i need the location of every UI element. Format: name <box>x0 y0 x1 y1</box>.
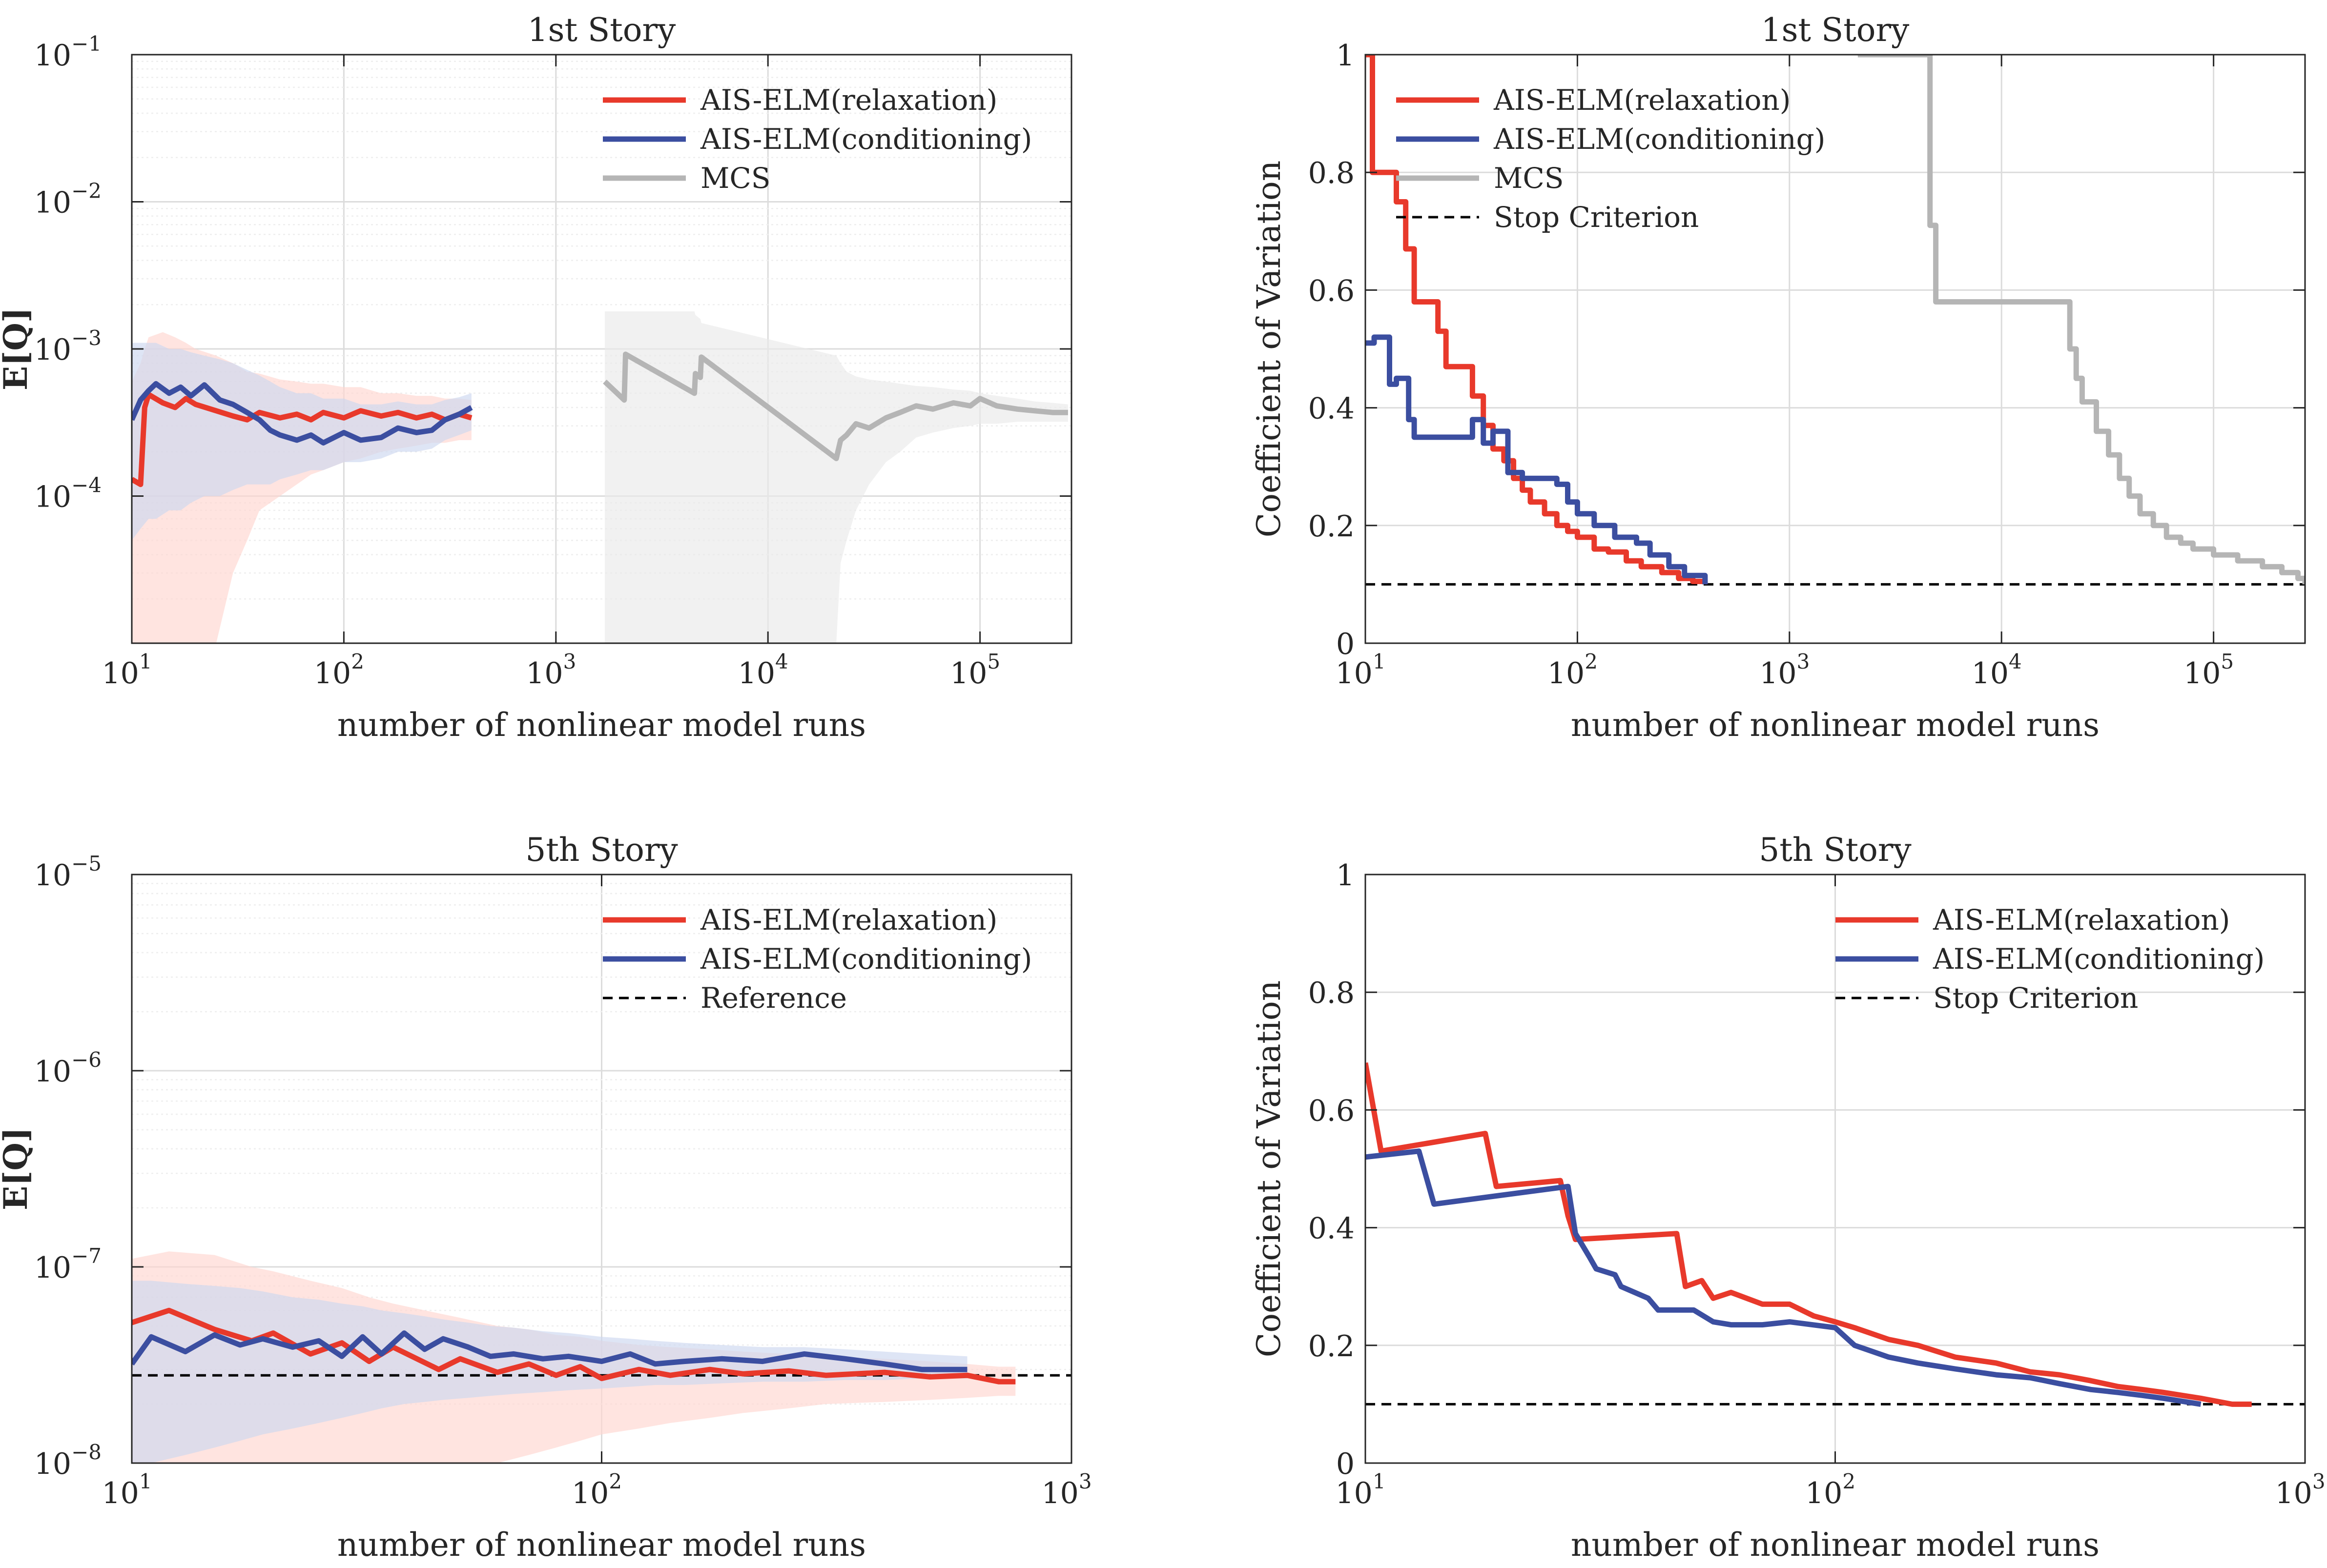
y-tick-label: 0.6 <box>1308 274 1355 308</box>
x-axis-label: number of nonlinear model runs <box>337 1526 866 1564</box>
series-line-conditioning <box>132 381 473 446</box>
x-axis-label: number of nonlinear model runs <box>337 706 866 744</box>
series-line-relaxation <box>1365 55 1708 585</box>
y-tick-label: 0 <box>1336 1447 1355 1481</box>
x-tick-label: 104 <box>1972 650 2022 691</box>
y-axis-label: Coefficient of Variation <box>1250 980 1288 1357</box>
y-tick-label: 10−7 <box>34 1244 102 1285</box>
x-ticks: 101 102 103 104 105 <box>102 55 1000 691</box>
legend: AIS-ELM(relaxation) AIS-ELM(conditioning)… <box>1396 83 1825 234</box>
x-tick-label: 103 <box>2275 1469 2325 1510</box>
series-line-mcs <box>1857 55 2305 585</box>
y-tick-label: 0.6 <box>1308 1094 1355 1128</box>
chart-top-left: 101 102 103 104 105 10−4 10−3 10−2 10−1 1st Story… <box>0 11 1072 744</box>
x-ticks: 101 102 103 <box>102 875 1092 1510</box>
y-tick-label: 0.2 <box>1308 509 1355 544</box>
legend-label: AIS-ELM(relaxation) <box>1933 903 2230 937</box>
y-axis-label: E[Q] <box>0 1127 35 1210</box>
band-mcs <box>604 311 1068 643</box>
plot-area <box>1365 55 2305 643</box>
legend-label: AIS-ELM(conditioning) <box>1933 942 2265 976</box>
y-tick-label: 1 <box>1336 858 1355 893</box>
series-line-relaxation <box>132 391 473 488</box>
x-tick-label: 101 <box>102 650 152 691</box>
series-line-conditioning <box>132 1330 968 1372</box>
x-tick-label: 105 <box>2183 650 2234 691</box>
x-axis-label: number of nonlinear model runs <box>1571 706 2100 744</box>
series-line-relaxation <box>1365 1062 2252 1407</box>
legend-label: AIS-ELM(conditioning) <box>1493 122 1825 156</box>
legend-label: AIS-ELM(conditioning) <box>700 942 1032 976</box>
chart-title: 1st Story <box>528 11 676 49</box>
chart-title: 1st Story <box>1761 11 1910 49</box>
y-tick-label: 10−8 <box>34 1440 102 1481</box>
x-tick-label: 103 <box>1041 1469 1091 1510</box>
y-tick-label: 10−5 <box>34 852 102 893</box>
x-tick-label: 102 <box>1547 650 1598 691</box>
x-tick-label: 101 <box>1335 1469 1385 1510</box>
series-line-conditioning <box>1365 1148 2202 1407</box>
data-layer <box>132 1251 1071 1463</box>
y-tick-label: 0.8 <box>1308 976 1355 1010</box>
x-tick-label: 101 <box>102 1469 152 1510</box>
legend-label: AIS-ELM(conditioning) <box>700 122 1032 156</box>
y-tick-label: 10−2 <box>34 179 102 220</box>
x-tick-label: 101 <box>1335 650 1385 691</box>
x-tick-label: 103 <box>526 650 576 691</box>
y-tick-label: 0.4 <box>1308 1212 1355 1246</box>
x-tick-label: 102 <box>1805 1469 1855 1510</box>
y-tick-label: 10−4 <box>34 473 102 514</box>
legend-label: Reference <box>700 981 847 1015</box>
y-tick-label: 10−6 <box>34 1048 102 1089</box>
x-axis-label: number of nonlinear model runs <box>1571 1526 2100 1564</box>
data-layer <box>1365 1062 2305 1407</box>
y-ticks: 0 0.2 0.4 0.6 0.8 1 <box>1308 39 2305 661</box>
y-axis-label: Coefficient of Variation <box>1250 161 1288 537</box>
y-ticks: 0 0.2 0.4 0.6 0.8 1 <box>1308 858 2305 1481</box>
legend: AIS-ELM(relaxation) AIS-ELM(conditioning)… <box>603 903 1032 1015</box>
legend-label: Stop Criterion <box>1494 201 1699 234</box>
legend-label: MCS <box>700 162 771 195</box>
series-line-conditioning <box>1365 334 1708 585</box>
legend-label: AIS-ELM(relaxation) <box>1493 83 1791 117</box>
y-axis-label: E[Q] <box>0 307 35 390</box>
y-tick-label: 0.2 <box>1308 1329 1355 1364</box>
data-layer <box>132 311 1068 643</box>
chart-title: 5th Story <box>525 831 678 869</box>
legend-label: AIS-ELM(relaxation) <box>700 903 997 937</box>
x-tick-label: 103 <box>1759 650 1810 691</box>
axes-frame <box>1364 54 2306 644</box>
band-conditioning <box>132 343 472 541</box>
chart-title: 5th Story <box>1759 831 1912 869</box>
y-tick-label: 0.8 <box>1308 156 1355 190</box>
x-tick-label: 104 <box>738 650 788 691</box>
series-line-relaxation <box>132 1307 1016 1385</box>
legend-label: MCS <box>1494 162 1564 195</box>
data-layer <box>1365 55 2305 586</box>
y-tick-label: 10−3 <box>34 326 102 367</box>
x-ticks: 101 102 103 104 105 <box>1335 55 2234 691</box>
chart-bottom-left: 101 102 103 10−8 10−7 10−6 10−5 5th Story number… <box>0 831 1092 1564</box>
y-tick-label: 1 <box>1336 39 1355 73</box>
y-ticks: 10−4 10−3 10−2 10−1 <box>34 32 1071 514</box>
x-ticks: 101 102 103 <box>1335 875 2326 1510</box>
y-tick-label: 10−1 <box>34 32 102 73</box>
legend: AIS-ELM(relaxation) AIS-ELM(conditioning)… <box>1835 903 2265 1015</box>
chart-bottom-right: 101 102 103 0 0.2 0.4 0.6 0.8 1 5th Story number o… <box>1250 831 2326 1564</box>
y-ticks: 10−8 10−7 10−6 10−5 <box>34 852 1071 1481</box>
y-tick-label: 0.4 <box>1308 392 1355 426</box>
legend-label: AIS-ELM(relaxation) <box>700 83 997 117</box>
series-line-mcs <box>603 351 1068 461</box>
x-tick-label: 102 <box>314 650 364 691</box>
legend: AIS-ELM(relaxation) AIS-ELM(conditioning)… <box>603 83 1032 195</box>
x-tick-label: 105 <box>950 650 1000 691</box>
x-tick-label: 102 <box>572 1469 622 1510</box>
chart-top-right: 101 102 103 104 105 0 0.2 0.4 0.6 0.8 1 1st Story nu… <box>1250 11 2306 744</box>
y-tick-label: 0 <box>1336 627 1355 661</box>
legend-label: Stop Criterion <box>1933 981 2138 1015</box>
